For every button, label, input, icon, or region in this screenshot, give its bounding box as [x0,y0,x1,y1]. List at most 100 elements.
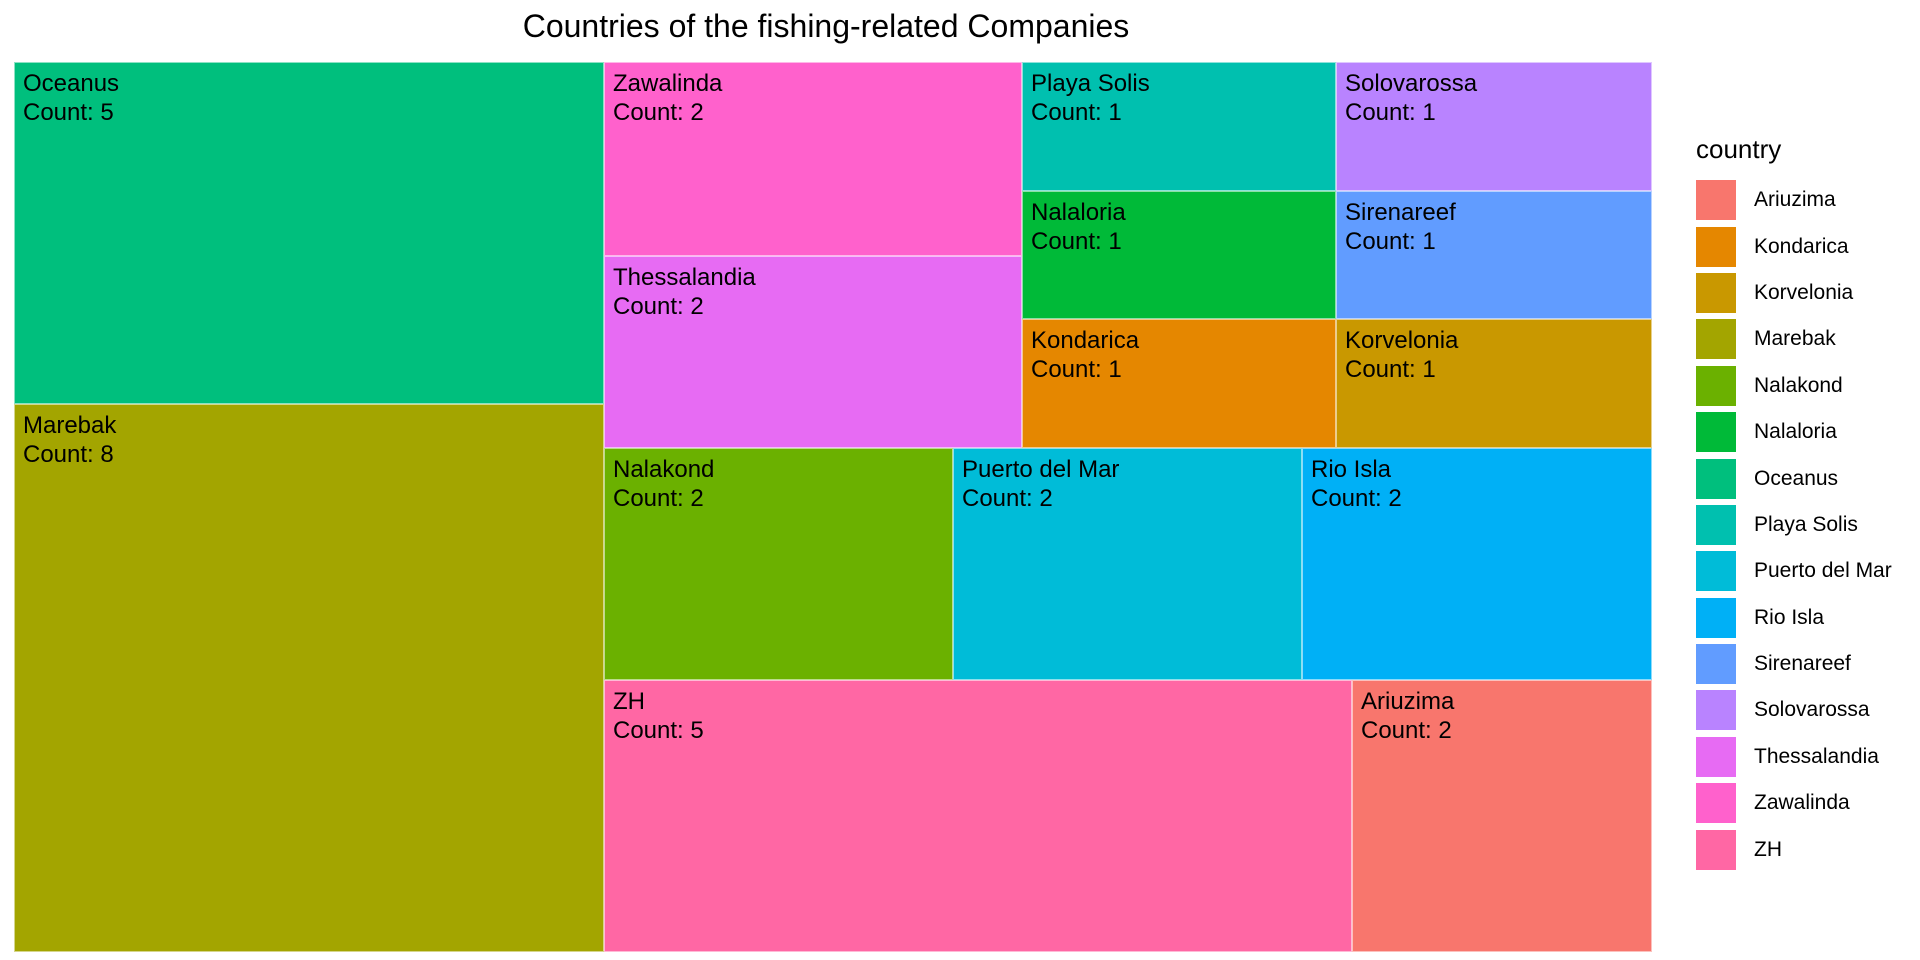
legend-item-oceanus: Oceanus [1696,455,1892,501]
tile-label: Playa Solis Count: 1 [1031,69,1150,127]
legend-label: Sirenareef [1754,652,1851,676]
tile-count-label: Count: 2 [1311,485,1402,512]
tile-count-label: Count: 1 [1345,228,1436,255]
legend-item-zh: ZH [1696,826,1892,872]
tile-label: Ariuzima Count: 2 [1361,687,1454,745]
tile-label: Kondarica Count: 1 [1031,326,1139,384]
tile-country-name: Puerto del Mar [962,456,1120,483]
legend-swatch [1696,690,1736,731]
tile-country-name: ZH [613,688,645,715]
legend-label: Nalaloria [1754,420,1837,444]
tile-country-name: Sirenareef [1345,199,1456,226]
legend-label: Korvelonia [1754,280,1854,304]
tile-count-label: Count: 2 [613,293,704,320]
legend-item-ariuzima: Ariuzima [1696,177,1892,223]
legend-item-marebak: Marebak [1696,316,1892,362]
treemap-tile-sirenareef: Sirenareef Count: 1 [1336,191,1652,319]
treemap-tile-solovarossa: Solovarossa Count: 1 [1336,62,1652,191]
legend-swatch [1696,644,1736,685]
legend-swatch [1696,412,1736,453]
tile-label: Sirenareef Count: 1 [1345,198,1456,256]
tile-label: Thessalandia Count: 2 [613,263,756,321]
tile-label: Solovarossa Count: 1 [1345,69,1477,127]
tile-count-label: Count: 1 [1031,228,1122,255]
tile-country-name: Playa Solis [1031,70,1150,97]
legend-item-thessalandia: Thessalandia [1696,734,1892,780]
legend-label: Solovarossa [1754,698,1870,722]
tile-count-label: Count: 1 [1031,356,1122,383]
legend-item-nalakond: Nalakond [1696,363,1892,409]
legend-swatch [1696,504,1736,545]
legend-item-rio-isla: Rio Isla [1696,595,1892,641]
treemap-tile-kondarica: Kondarica Count: 1 [1022,319,1336,448]
legend-swatch [1696,783,1736,824]
tile-count-label: Count: 5 [613,717,704,744]
tile-count-label: Count: 1 [1345,356,1436,383]
tile-label: Rio Isla Count: 2 [1311,455,1402,513]
legend-swatch [1696,272,1736,313]
tile-count-label: Count: 1 [1345,99,1436,126]
tile-country-name: Marebak [23,412,117,439]
tile-country-name: Oceanus [23,70,120,97]
legend-item-kondarica: Kondarica [1696,223,1892,269]
tile-label: Nalaloria Count: 1 [1031,198,1126,256]
tile-label: Nalakond Count: 2 [613,455,714,513]
treemap-tile-puerto-del-mar: Puerto del Mar Count: 2 [953,448,1302,680]
tile-count-label: Count: 2 [613,99,704,126]
tile-country-name: Nalaloria [1031,199,1126,226]
tile-count-label: Count: 8 [23,441,114,468]
treemap-tile-marebak: Marebak Count: 8 [14,404,604,952]
legend-swatch [1696,226,1736,267]
treemap-tile-playa-solis: Playa Solis Count: 1 [1022,62,1336,191]
legend-title: country [1696,134,1782,164]
legend-item-nalaloria: Nalaloria [1696,409,1892,455]
legend-label: Playa Solis [1754,512,1858,536]
treemap-tile-ariuzima: Ariuzima Count: 2 [1352,680,1652,952]
tile-country-name: Nalakond [613,456,715,483]
legend-swatch [1696,829,1736,870]
legend-swatch [1696,180,1736,221]
legend-swatch [1696,597,1736,638]
tile-country-name: Kondarica [1031,327,1140,354]
treemap: Marebak Count: 8 Oceanus Count: 5 ZH Count: 5… [14,62,1652,952]
tile-count-label: Count: 1 [1031,99,1122,126]
legend-item-sirenareef: Sirenareef [1696,641,1892,687]
legend-label: Marebak [1754,327,1836,351]
tile-count-label: Count: 2 [1361,717,1452,744]
tile-country-name: Thessalandia [613,264,756,291]
legend-swatch [1696,365,1736,406]
tile-label: Marebak Count: 8 [23,411,116,469]
tile-label: Oceanus Count: 5 [23,69,119,127]
treemap-tile-zawalinda: Zawalinda Count: 2 [604,62,1022,256]
legend-item-solovarossa: Solovarossa [1696,687,1892,733]
legend-label: Ariuzima [1754,188,1836,212]
legend-item-zawalinda: Zawalinda [1696,780,1892,826]
legend-swatch [1696,736,1736,777]
legend-item-playa-solis: Playa Solis [1696,502,1892,548]
tile-label: Korvelonia Count: 1 [1345,326,1458,384]
legend-swatch [1696,551,1736,592]
legend-swatch [1696,458,1736,499]
treemap-tile-nalakond: Nalakond Count: 2 [604,448,953,680]
treemap-tile-oceanus: Oceanus Count: 5 [14,62,604,404]
legend-item-puerto-del-mar: Puerto del Mar [1696,548,1892,594]
legend-label: Puerto del Mar [1754,559,1892,583]
treemap-tile-zh: ZH Count: 5 [604,680,1352,952]
tile-country-name: Rio Isla [1311,456,1392,483]
legend-label: Kondarica [1754,234,1849,258]
legend-label: Nalakond [1754,373,1843,397]
tile-label: Zawalinda Count: 2 [613,69,722,127]
legend-items: Ariuzima Kondarica Korvelonia Marebak Nalako… [1696,177,1892,873]
legend-swatch [1696,319,1736,360]
legend-label: Thessalandia [1754,744,1879,768]
tile-country-name: Zawalinda [613,70,723,97]
treemap-tile-korvelonia: Korvelonia Count: 1 [1336,319,1652,448]
tile-country-name: Korvelonia [1345,327,1459,354]
tile-label: ZH Count: 5 [613,687,704,745]
tile-count-label: Count: 5 [23,99,114,126]
legend: country Ariuzima Kondarica Korvelonia Mareb… [1696,134,1892,873]
legend-label: Oceanus [1754,466,1839,490]
tile-count-label: Count: 2 [613,485,704,512]
tile-country-name: Ariuzima [1361,688,1455,715]
tile-count-label: Count: 2 [962,485,1053,512]
